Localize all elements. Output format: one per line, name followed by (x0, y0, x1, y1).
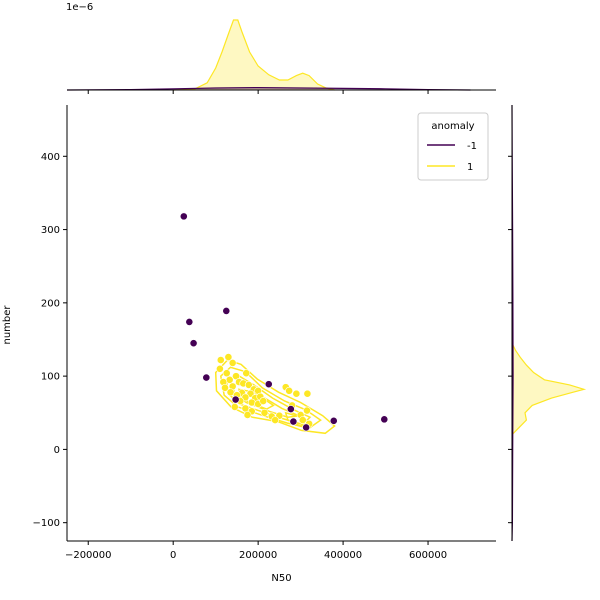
x-tick-label: 600000 (409, 550, 447, 561)
offset-text: 1e−6 (66, 2, 93, 13)
marginal-x-density-1-line (173, 19, 335, 91)
x-axis-label: N50 (271, 573, 291, 584)
y-tick-label: 200 (41, 298, 60, 309)
y-tick-label: −100 (33, 518, 60, 529)
marginal-y-density-1-line (511, 342, 587, 436)
scatter-point-anomaly-1 (224, 353, 233, 361)
y-axis-label: number (2, 305, 13, 345)
scatter-point-anomaly-1 (216, 364, 224, 373)
x-tick-label: 400000 (324, 550, 362, 561)
scatter-point-anomaly-neg1 (202, 373, 211, 382)
y-tick-label: 400 (41, 152, 60, 163)
scatter-point-anomaly-neg1 (289, 417, 298, 426)
y-tick-label: 100 (41, 372, 60, 383)
marginal-y-density (511, 104, 587, 542)
scatter-point-anomaly-neg1 (380, 415, 389, 424)
legend: anomaly -1 1 (417, 112, 489, 181)
marginal-x-density (66, 19, 471, 91)
axes: −200000 0 200000 400000 600000 −100 0 100 200 300… (33, 89, 513, 561)
scatter-point-anomaly-1 (244, 381, 253, 389)
x-tick-label: 0 (170, 550, 176, 561)
scatter-point-anomaly-1 (285, 386, 294, 395)
scatter-point-anomaly-1 (303, 389, 312, 398)
scatter-point-anomaly-1 (292, 389, 301, 398)
scatter-point-anomaly-1 (260, 408, 269, 417)
scatter-point-anomaly-neg1 (329, 416, 338, 425)
scatter-point-anomaly-1 (228, 359, 237, 367)
scatter-point-anomaly-neg1 (302, 423, 311, 432)
x-tick-label: −200000 (65, 550, 112, 561)
scatter-point-anomaly-1 (271, 416, 280, 424)
marginal-x-density-1-fill (173, 20, 335, 90)
scatter-point-anomaly-1 (247, 398, 256, 407)
scatter-point-anomaly-1 (243, 411, 252, 419)
legend-entry-neg1: -1 (467, 141, 477, 152)
scatter-point-anomaly-1 (226, 388, 235, 397)
scatter-point-anomaly-neg1 (264, 380, 273, 389)
scatter-point-anomaly-1 (303, 406, 311, 415)
legend-entry-1: 1 (467, 162, 473, 173)
scatter-point-anomaly-1 (259, 397, 268, 405)
scatter-point-anomaly-neg1 (231, 395, 240, 404)
scatter-point-anomaly-neg1 (286, 405, 295, 414)
scatter-point-anomaly-neg1 (189, 339, 198, 348)
scatter-point-anomaly-neg1 (185, 318, 194, 326)
legend-title: anomaly (431, 121, 474, 132)
scatter-point-anomaly-1 (298, 416, 307, 424)
scatter-point-anomaly-1 (216, 356, 225, 364)
legend-box (417, 112, 489, 181)
scatter-point-anomaly-1 (230, 403, 239, 411)
marginal-x-density-neg1-line (66, 86, 471, 91)
scatter-points (179, 212, 389, 432)
kde-contour (214, 359, 336, 435)
y-tick-label: 0 (54, 445, 60, 456)
scatter-point-anomaly-neg1 (222, 307, 231, 315)
y-tick-label: 300 (41, 225, 60, 236)
scatter-point-anomaly-1 (222, 369, 231, 378)
scatter-point-anomaly-1 (221, 383, 229, 392)
scatter-point-anomaly-1 (242, 369, 251, 378)
x-tick-label: 200000 (239, 550, 277, 561)
scatter-point-anomaly-neg1 (179, 212, 188, 221)
main-scatter-plot (179, 212, 389, 435)
marginal-y-density-1-fill (512, 343, 584, 435)
